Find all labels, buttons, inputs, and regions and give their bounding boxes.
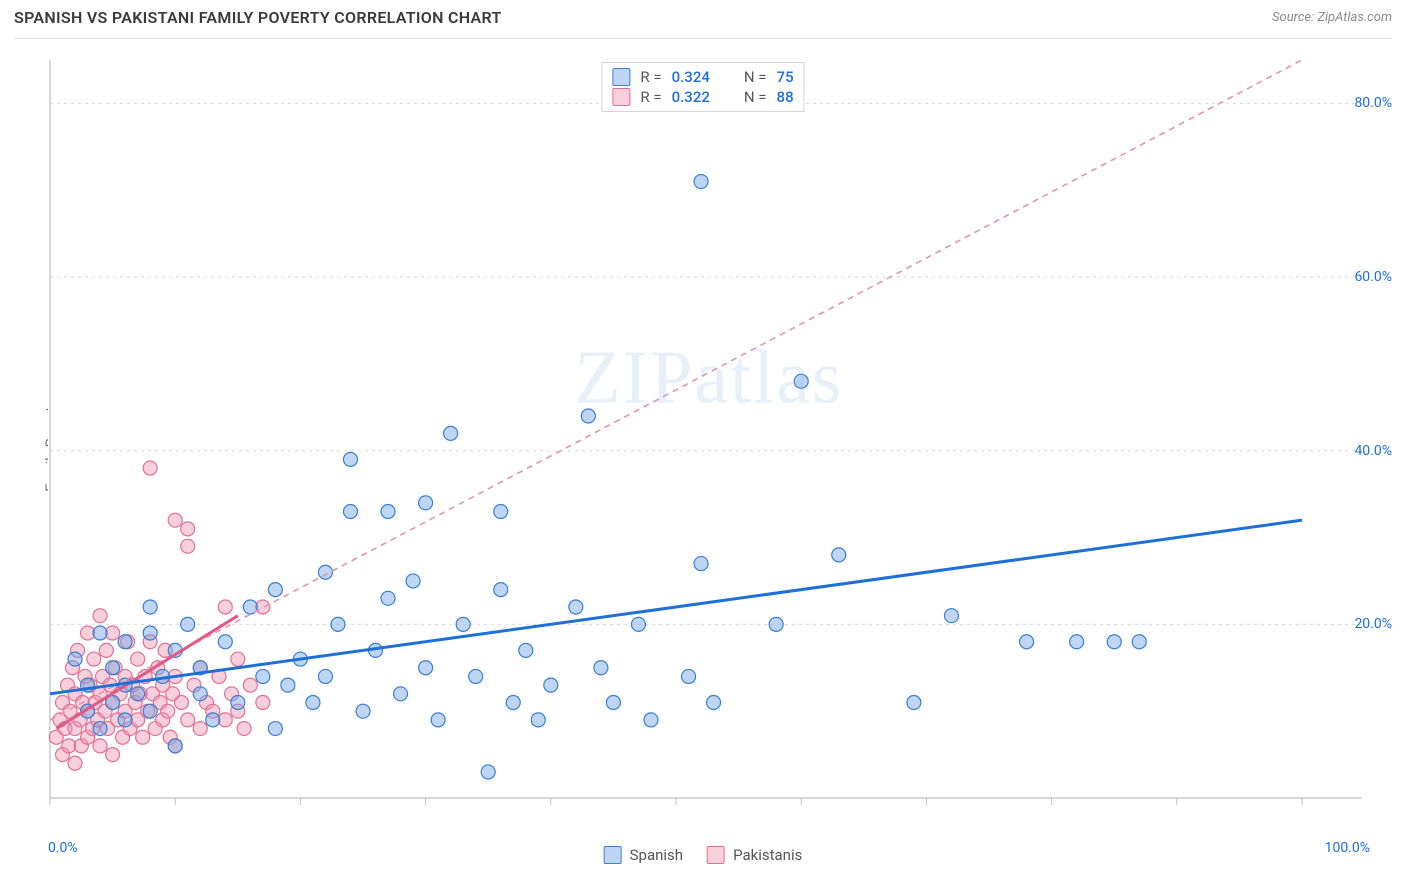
swatch-pink — [707, 846, 725, 864]
n-label: N = — [744, 68, 767, 86]
x-min-label: 0.0% — [48, 840, 78, 856]
plot-area: ZIPatlas — [48, 54, 1370, 826]
y-tick-label: 60.0% — [1354, 269, 1392, 285]
y-tick-label: 20.0% — [1354, 616, 1392, 632]
chart-title: SPANISH VS PAKISTANI FAMILY POVERTY CORR… — [14, 8, 502, 27]
n-label: N = — [744, 88, 767, 106]
r-label: R = — [640, 88, 661, 106]
legend-label: Pakistanis — [733, 846, 802, 864]
series-legend: Spanish Pakistanis — [604, 846, 803, 864]
stats-row: R = 0.322 N = 88 — [612, 87, 793, 107]
stats-row: R = 0.324 N = 75 — [612, 67, 793, 87]
header-divider — [14, 38, 1392, 39]
swatch-pink — [612, 88, 630, 106]
r-value: 0.322 — [672, 88, 710, 106]
r-label: R = — [640, 68, 661, 86]
stats-legend: R = 0.324 N = 75 R = 0.322 N = 88 — [601, 62, 804, 112]
source-line: Source: ZipAtlas.com — [1272, 10, 1392, 25]
scatter-svg — [48, 54, 1370, 826]
swatch-blue — [612, 68, 630, 86]
y-tick-label: 80.0% — [1354, 95, 1392, 111]
legend-item-spanish: Spanish — [604, 846, 683, 864]
swatch-blue — [604, 846, 622, 864]
legend-label: Spanish — [630, 846, 683, 864]
y-tick-label: 40.0% — [1354, 443, 1392, 459]
source-name: ZipAtlas.com — [1317, 10, 1392, 25]
n-value: 75 — [777, 68, 794, 86]
legend-item-pakistanis: Pakistanis — [707, 846, 802, 864]
n-value: 88 — [777, 88, 794, 106]
source-prefix: Source: — [1272, 10, 1317, 25]
r-value: 0.324 — [672, 68, 710, 86]
x-max-label: 100.0% — [1325, 840, 1370, 856]
